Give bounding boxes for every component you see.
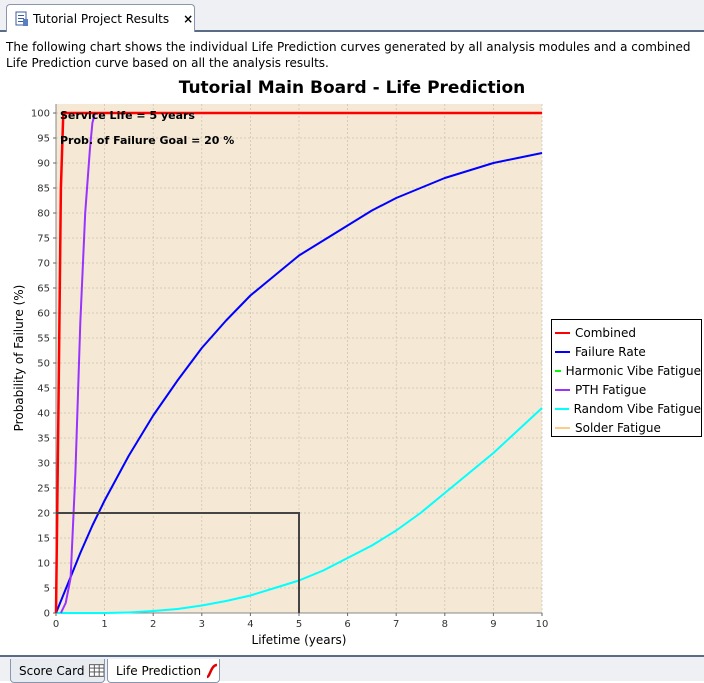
reference-line-goal (56, 512, 300, 613)
legend-swatch (555, 426, 570, 429)
y-tick-label: 90 (37, 159, 50, 170)
legend-item: PTH Fatigue (555, 380, 701, 399)
x-axis-label: Lifetime (years) (252, 633, 347, 647)
y-tick-label: 100 (31, 109, 50, 120)
x-tick-label: 3 (199, 619, 205, 630)
series-line-combined (54, 111, 542, 614)
y-tick-label: 60 (37, 309, 50, 320)
chart-legend: Combined Failure Rate Harmonic Vibe Fatigu… (551, 319, 702, 437)
y-tick-label: 25 (37, 484, 50, 495)
legend-item: Failure Rate (555, 342, 701, 361)
x-tick-label: 8 (442, 619, 448, 630)
reference-lines (56, 512, 300, 613)
x-tick-label: 2 (150, 619, 156, 630)
grid-lines (55, 104, 543, 614)
document-tab-strip: Tutorial Project Results × (0, 0, 704, 32)
x-tick-label: 10 (536, 619, 549, 630)
legend-swatch (555, 369, 561, 372)
legend-item: Solder Fatigue (555, 418, 701, 437)
y-tick-label: 50 (37, 359, 50, 370)
annotation-failure-goal: Prob. of Failure Goal = 20 % (60, 134, 234, 147)
intro-text: The following chart shows the individual… (6, 40, 691, 70)
x-tick-label: 5 (296, 619, 302, 630)
legend-label: Combined (575, 325, 636, 340)
y-tick-label: 40 (37, 409, 50, 420)
life-prediction-chart: 0510152025303540455055606570758085909510… (12, 104, 549, 647)
legend-swatch (555, 331, 570, 334)
x-axis-ticks: 0 1 2 3 4 5 6 7 8 9 10 (53, 613, 549, 630)
y-tick-label: 15 (37, 534, 50, 545)
y-tick-label: 45 (37, 384, 50, 395)
legend-label: Solder Fatigue (575, 420, 661, 435)
y-tick-label: 55 (37, 334, 50, 345)
legend-label: Failure Rate (575, 344, 646, 359)
y-tick-label: 30 (37, 459, 50, 470)
y-tick-label: 75 (37, 234, 50, 245)
tab-life-prediction[interactable]: Life Prediction (107, 659, 220, 683)
tab-score-card-label: Score Card (19, 663, 85, 678)
x-tick-label: 9 (490, 619, 496, 630)
series-line-pth-fatigue (59, 112, 96, 614)
x-tick-label: 6 (344, 619, 350, 630)
y-tick-label: 70 (37, 259, 50, 270)
y-axis-ticks: 0 5 10 15 20 25 30 35 40 45 50 55 60 65 70 75 80 85 90 95 10… (31, 109, 56, 620)
legend-swatch (555, 407, 569, 410)
y-axis-label: Probability of Failure (%) (12, 285, 26, 432)
bottom-tab-strip: Score Card Life Prediction (0, 655, 704, 683)
y-tick-label: 80 (37, 209, 50, 220)
y-tick-label: 5 (44, 584, 50, 595)
curve-icon (206, 663, 218, 678)
y-tick-label: 20 (37, 509, 50, 520)
x-tick-label: 4 (247, 619, 253, 630)
tab-label: Tutorial Project Results (33, 11, 170, 26)
y-tick-label: 95 (37, 134, 50, 145)
legend-item: Random Vibe Fatigue (555, 399, 701, 418)
y-tick-label: 85 (37, 184, 50, 195)
y-tick-label: 65 (37, 284, 50, 295)
y-tick-label: 0 (44, 609, 50, 620)
close-icon[interactable]: × (183, 11, 194, 26)
legend-swatch (555, 388, 570, 391)
x-tick-label: 0 (53, 619, 59, 630)
legend-item: Combined (555, 323, 701, 342)
y-tick-label: 35 (37, 434, 50, 445)
y-tick-label: 10 (37, 559, 50, 570)
tab-life-prediction-label: Life Prediction (116, 663, 202, 678)
tab-score-card[interactable]: Score Card (10, 659, 105, 683)
annotation-service-life: Service Life = 5 years (60, 109, 195, 122)
legend-label: Random Vibe Fatigue (573, 401, 701, 416)
table-icon (88, 664, 104, 677)
x-tick-label: 7 (393, 619, 399, 630)
legend-label: PTH Fatigue (575, 382, 647, 397)
legend-label: Harmonic Vibe Fatigue (565, 363, 701, 378)
legend-swatch (555, 350, 570, 353)
chart-title: Tutorial Main Board - Life Prediction (178, 78, 526, 98)
tab-tutorial-project-results[interactable]: Tutorial Project Results × (6, 4, 195, 32)
legend-item: Harmonic Vibe Fatigue (555, 361, 701, 380)
document-icon (15, 11, 28, 26)
x-tick-label: 1 (101, 619, 107, 630)
series-line-failure-rate (55, 152, 543, 614)
